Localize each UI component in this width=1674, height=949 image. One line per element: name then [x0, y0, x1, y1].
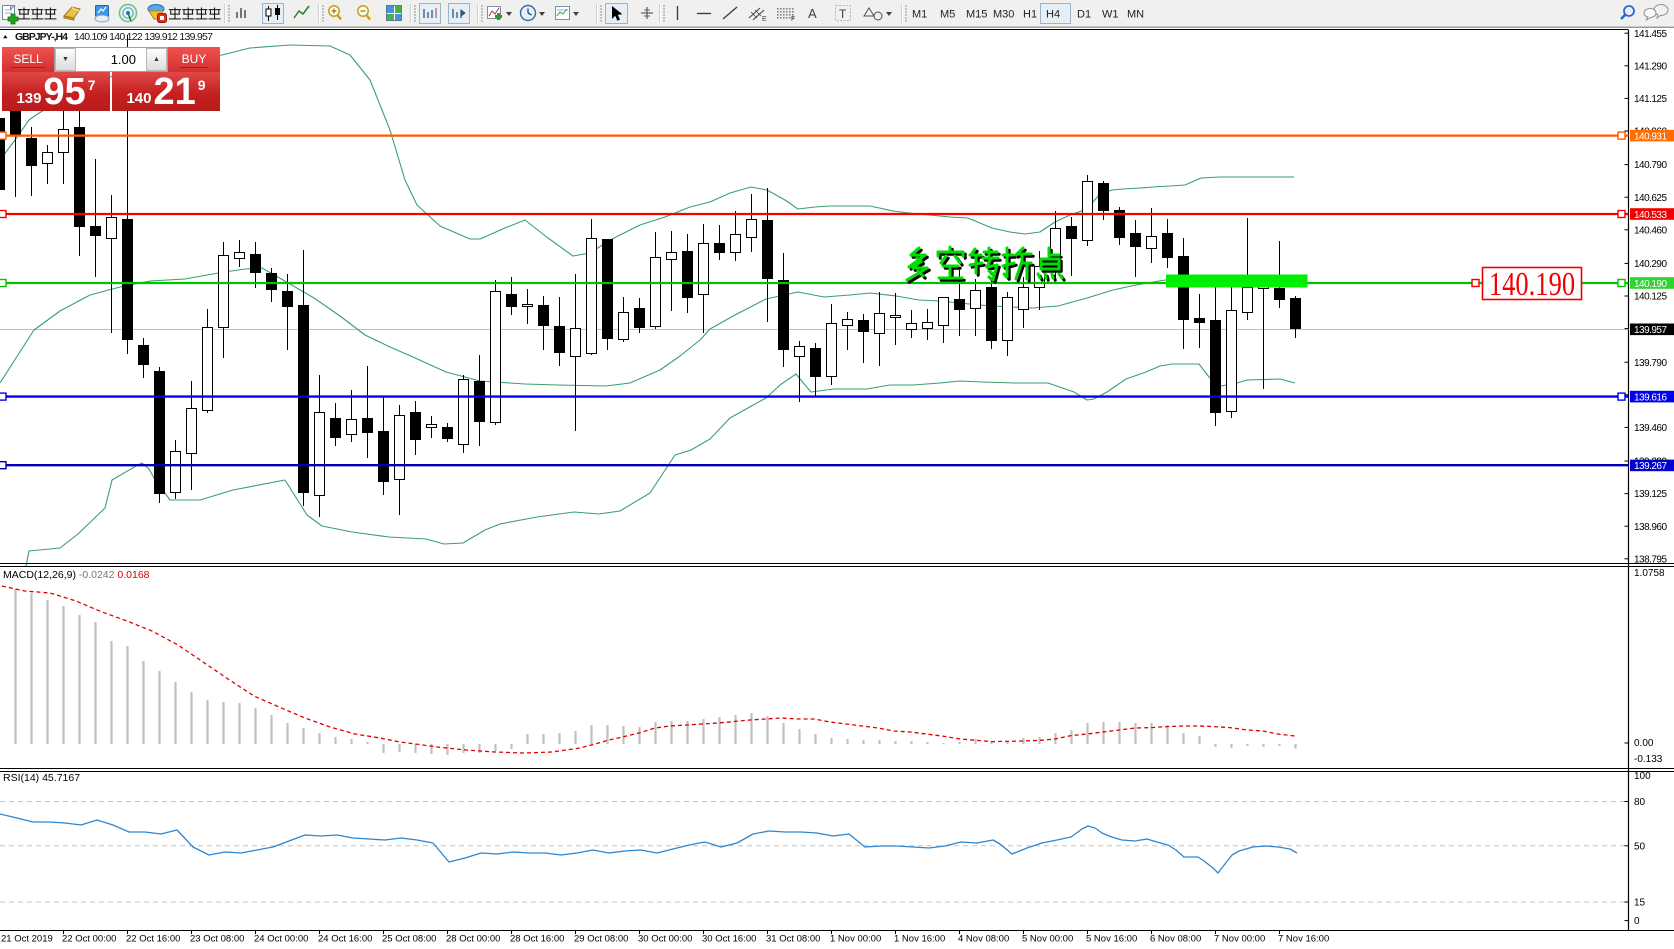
svg-text:W1: W1	[1102, 9, 1119, 21]
svg-text:5 Nov 16:00: 5 Nov 16:00	[1086, 934, 1137, 945]
svg-text:-0.133: -0.133	[1634, 754, 1663, 765]
svg-text:141.455: 141.455	[1634, 29, 1667, 40]
svg-text:1.0758: 1.0758	[1634, 568, 1665, 579]
svg-text:30 Oct 16:00: 30 Oct 16:00	[702, 934, 756, 945]
svg-text:GBPJPY-,H4: GBPJPY-,H4	[15, 31, 68, 43]
svg-text:139.616: 139.616	[1634, 392, 1667, 403]
svg-text:140.790: 140.790	[1634, 160, 1667, 171]
svg-text:24 Oct 16:00: 24 Oct 16:00	[318, 934, 372, 945]
svg-text:1 Nov 16:00: 1 Nov 16:00	[894, 934, 945, 945]
svg-text:139.460: 139.460	[1634, 423, 1667, 434]
svg-text:139.957: 139.957	[1634, 325, 1667, 336]
svg-text:1 Nov 00:00: 1 Nov 00:00	[830, 934, 881, 945]
svg-text:139.125: 139.125	[1634, 489, 1667, 500]
svg-text:139.267: 139.267	[1634, 461, 1667, 472]
svg-text:140.533: 140.533	[1634, 210, 1667, 221]
svg-text:140.109 140.122 139.912 139.95: 140.109 140.122 139.912 139.957	[74, 31, 213, 43]
svg-text:0: 0	[1634, 916, 1640, 927]
svg-text:138.960: 138.960	[1634, 522, 1667, 533]
svg-text:30 Oct 00:00: 30 Oct 00:00	[638, 934, 692, 945]
svg-text:50: 50	[1634, 841, 1646, 852]
svg-text:F: F	[791, 16, 795, 23]
svg-text:A: A	[808, 6, 817, 21]
svg-text:140.190: 140.190	[1489, 265, 1575, 303]
svg-text:E: E	[762, 16, 767, 23]
svg-text:7 Nov 00:00: 7 Nov 00:00	[1214, 934, 1265, 945]
svg-text:31 Oct 08:00: 31 Oct 08:00	[766, 934, 820, 945]
svg-text:139.790: 139.790	[1634, 358, 1667, 369]
svg-text:15: 15	[1634, 898, 1646, 909]
svg-text:MACD(12,26,9) -0.0242 0.0168: MACD(12,26,9) -0.0242 0.0168	[3, 569, 150, 581]
svg-text:21 Oct 2019: 21 Oct 2019	[1, 934, 53, 945]
svg-text:140.290: 140.290	[1634, 259, 1667, 270]
svg-text:141.290: 141.290	[1634, 61, 1667, 72]
svg-text:28 Oct 00:00: 28 Oct 00:00	[446, 934, 500, 945]
svg-text:24 Oct 00:00: 24 Oct 00:00	[254, 934, 308, 945]
svg-text:6 Nov 08:00: 6 Nov 08:00	[1150, 934, 1201, 945]
svg-text:0.00: 0.00	[1634, 738, 1654, 749]
svg-text:MN: MN	[1127, 9, 1144, 21]
svg-text:138.795: 138.795	[1634, 554, 1667, 565]
svg-text:D1: D1	[1077, 9, 1091, 21]
svg-text:4 Nov 08:00: 4 Nov 08:00	[958, 934, 1009, 945]
svg-text:100: 100	[1634, 771, 1651, 782]
svg-text:140.460: 140.460	[1634, 225, 1667, 236]
svg-text:M1: M1	[912, 9, 927, 21]
svg-text:22 Oct 00:00: 22 Oct 00:00	[62, 934, 116, 945]
svg-text:M5: M5	[940, 9, 955, 21]
svg-text:140.125: 140.125	[1634, 292, 1667, 303]
svg-text:140.625: 140.625	[1634, 193, 1667, 204]
svg-text:T: T	[839, 7, 847, 21]
svg-text:7 Nov 16:00: 7 Nov 16:00	[1278, 934, 1329, 945]
svg-text:28 Oct 16:00: 28 Oct 16:00	[510, 934, 564, 945]
svg-text:M15: M15	[966, 9, 987, 21]
svg-text:RSI(14) 45.7167: RSI(14) 45.7167	[3, 772, 80, 784]
svg-text:80: 80	[1634, 797, 1646, 808]
svg-text:M30: M30	[993, 9, 1014, 21]
svg-text:22 Oct 16:00: 22 Oct 16:00	[126, 934, 180, 945]
svg-text:H4: H4	[1046, 9, 1060, 21]
svg-text:141.125: 141.125	[1634, 94, 1667, 105]
svg-text:140.931: 140.931	[1634, 131, 1667, 142]
svg-text:25 Oct 08:00: 25 Oct 08:00	[382, 934, 436, 945]
svg-text:23 Oct 08:00: 23 Oct 08:00	[190, 934, 244, 945]
svg-text:29 Oct 08:00: 29 Oct 08:00	[574, 934, 628, 945]
svg-text:140.190: 140.190	[1634, 279, 1667, 290]
svg-text:H1: H1	[1023, 9, 1037, 21]
svg-text:5 Nov 00:00: 5 Nov 00:00	[1022, 934, 1073, 945]
